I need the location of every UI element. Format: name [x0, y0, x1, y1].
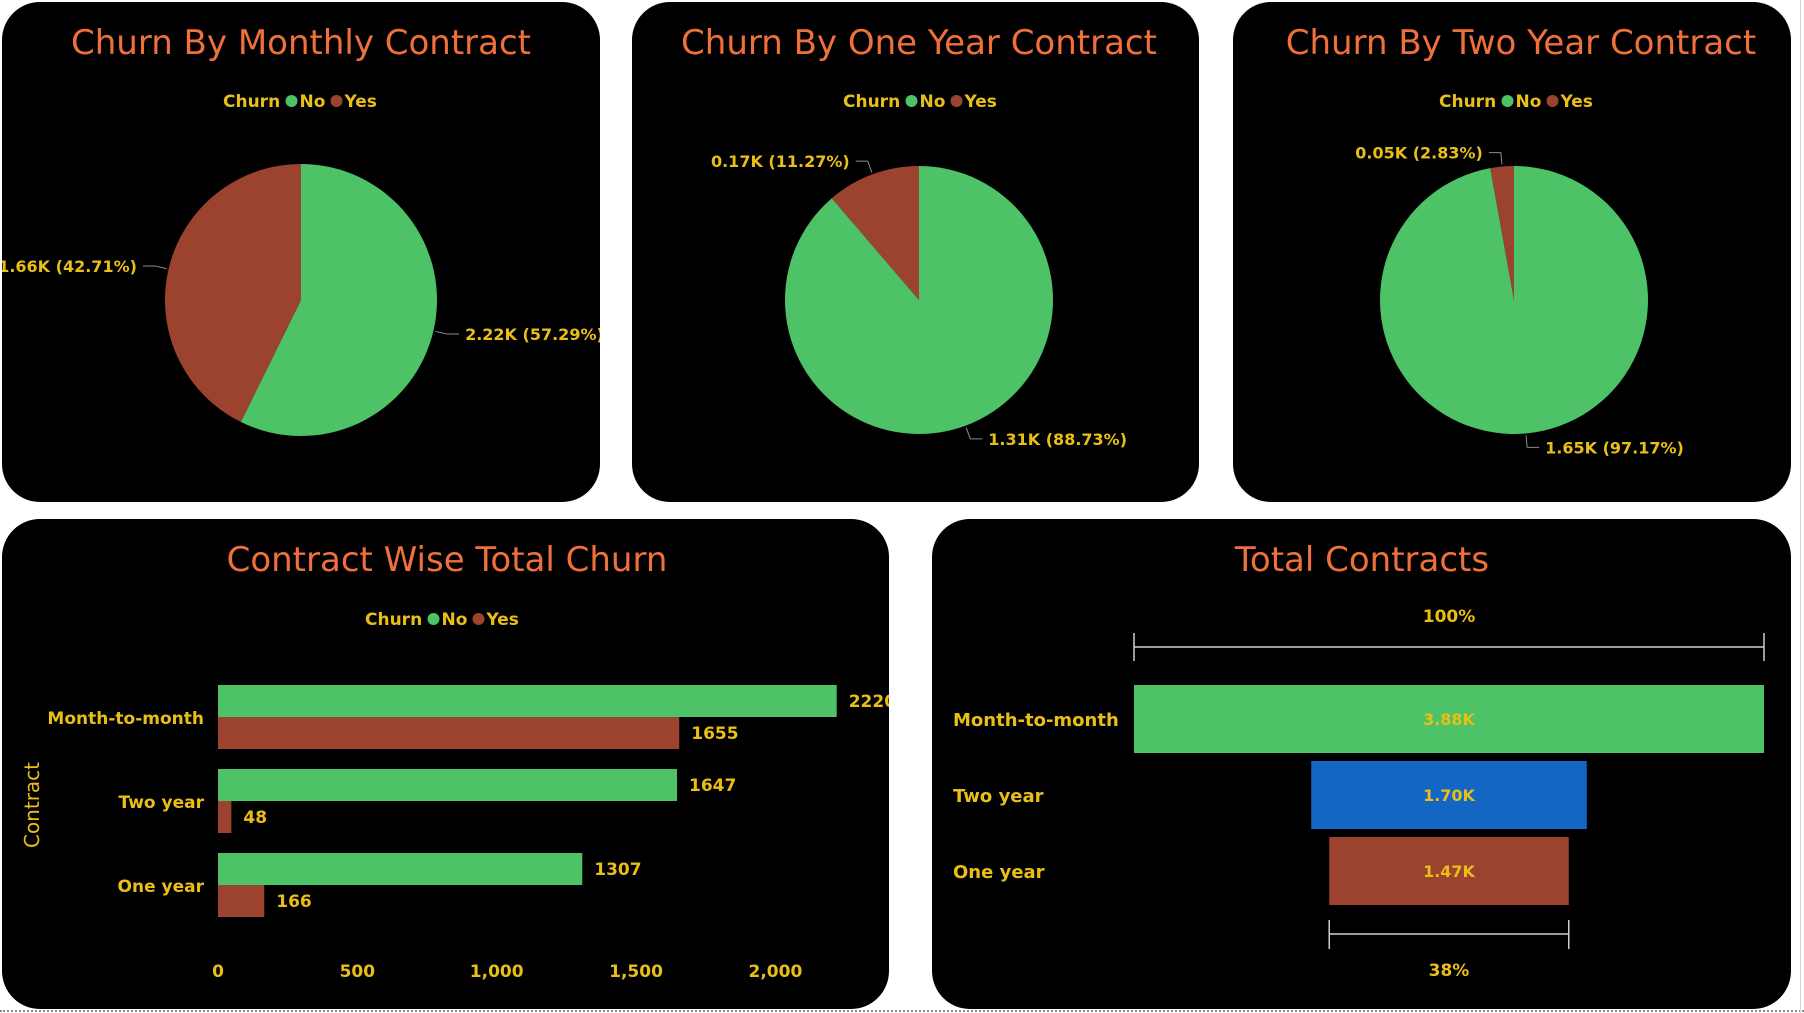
legend-yes-label: Yes	[964, 92, 997, 112]
x-axis-tick-label: 1,500	[609, 962, 663, 982]
pie-label-leader-line	[435, 330, 460, 335]
bar-data-label: 1647	[689, 776, 736, 796]
x-axis-tick-label: 2,000	[749, 962, 803, 982]
legend-no-marker	[427, 613, 440, 625]
pie-label-leader-line	[965, 427, 983, 440]
monthly-contract-churn-card: Churn By Monthly Contract Churn No Yes 2.22K…	[2, 2, 600, 502]
bar-data-label: 48	[243, 808, 267, 828]
legend-title: Churn	[223, 92, 280, 112]
legend-no-label: No	[1516, 92, 1542, 112]
legend-title: Churn	[843, 92, 900, 112]
legend-yes-label: Yes	[1560, 92, 1593, 112]
top-percent-label: 100%	[1423, 607, 1476, 627]
y-axis-category-label: Month-to-month	[47, 709, 204, 729]
chart-title: Churn By One Year Contract	[681, 23, 1157, 63]
contract-wise-churn-bar-chart: Contract Wise Total Churn Churn No Yes Month…	[20, 540, 889, 982]
y-axis-title: Contract	[20, 762, 44, 848]
bar-data-label: 2220	[849, 692, 889, 712]
funnel-value-label: 1.70K	[1423, 786, 1475, 805]
total-contracts-funnel-chart: Total Contracts 100% 3.88K Month-to-month 1.…	[953, 540, 1765, 981]
legend-yes-label: Yes	[344, 92, 377, 112]
bar-no	[218, 853, 583, 885]
pie-slice-label: 1.65K (97.17%)	[1545, 438, 1684, 457]
legend-no-label: No	[920, 92, 946, 112]
two-year-contract-churn-card: Churn By Two Year Contract Churn No Yes 1.65…	[1233, 2, 1791, 502]
legend-no-marker	[285, 95, 298, 107]
pie-label-leader-line	[142, 265, 167, 270]
x-axis-tick-label: 1,000	[470, 962, 524, 982]
bar-data-label: 1307	[594, 860, 641, 880]
pie-slice-no	[240, 164, 438, 436]
bar-yes	[218, 717, 680, 749]
pie-slice-no	[785, 166, 1053, 435]
legend-yes-label: Yes	[486, 610, 519, 630]
pie-slice-label: 1.66K (42.71%)	[2, 257, 137, 276]
pie-slice-label: 2.22K (57.29%)	[465, 325, 600, 344]
legend-no-label: No	[442, 610, 468, 630]
bar-data-label: 166	[276, 892, 312, 912]
pie-slice-label: 0.17K (11.27%)	[711, 152, 850, 171]
bar-data-label: 1655	[691, 724, 738, 744]
legend-title: Churn	[1439, 92, 1496, 112]
x-axis-tick-label: 500	[340, 962, 376, 982]
chart-title: Total Contracts	[1234, 540, 1489, 580]
chart-title: Contract Wise Total Churn	[227, 540, 668, 580]
legend-no-marker	[905, 95, 918, 107]
bar-no	[218, 769, 678, 801]
two-year-contract-pie-chart: Churn By Two Year Contract Churn No Yes 1.65…	[1286, 23, 1756, 457]
y-axis-category-label: Two year	[119, 793, 205, 813]
page-bottom-border	[0, 1010, 1804, 1012]
chart-title: Churn By Two Year Contract	[1286, 23, 1756, 63]
funnel-bar	[1311, 761, 1587, 829]
pie-slice-yes	[165, 164, 301, 422]
x-axis-tick-label: 0	[212, 962, 224, 982]
pie-slice-label: 1.31K (88.73%)	[988, 430, 1127, 449]
bottom-percent-label: 38%	[1429, 961, 1470, 981]
contract-wise-churn-card: Contract Wise Total Churn Churn No Yes Month…	[2, 519, 889, 1009]
pie-label-leader-line	[855, 160, 873, 173]
funnel-category-label: Two year	[953, 786, 1044, 807]
one-year-contract-pie-chart: Churn By One Year Contract Churn No Yes 1.31…	[681, 23, 1157, 449]
legend-title: Churn	[365, 610, 422, 630]
pie-slice-yes	[831, 166, 919, 300]
bar-yes	[218, 801, 232, 833]
page-right-border	[1800, 0, 1801, 1013]
funnel-category-label: Month-to-month	[953, 710, 1119, 731]
legend-yes-marker	[950, 95, 963, 107]
pie-slice-label: 0.05K (2.83%)	[1355, 144, 1483, 163]
legend-yes-marker	[472, 613, 485, 625]
legend-no-label: No	[300, 92, 326, 112]
one-year-contract-churn-card: Churn By One Year Contract Churn No Yes 1.31…	[632, 2, 1199, 502]
monthly-contract-pie-chart: Churn By Monthly Contract Churn No Yes 2.22K…	[2, 23, 600, 436]
total-contracts-card: Total Contracts 100% 3.88K Month-to-month 1.…	[932, 519, 1791, 1009]
pie-slice-yes	[1490, 166, 1514, 300]
legend-yes-marker	[1546, 95, 1559, 107]
funnel-bar	[1329, 837, 1569, 905]
pie-label-leader-line	[1488, 152, 1503, 165]
y-axis-category-label: One year	[118, 877, 205, 897]
funnel-value-label: 3.88K	[1423, 710, 1475, 729]
bar-yes	[218, 885, 265, 917]
legend-yes-marker	[330, 95, 343, 107]
funnel-value-label: 1.47K	[1423, 862, 1475, 881]
chart-title: Churn By Monthly Contract	[71, 23, 531, 63]
pie-label-leader-line	[1525, 435, 1540, 448]
funnel-bar	[1134, 685, 1764, 753]
bar-no	[218, 685, 837, 717]
legend-no-marker	[1501, 95, 1514, 107]
funnel-category-label: One year	[953, 862, 1045, 883]
